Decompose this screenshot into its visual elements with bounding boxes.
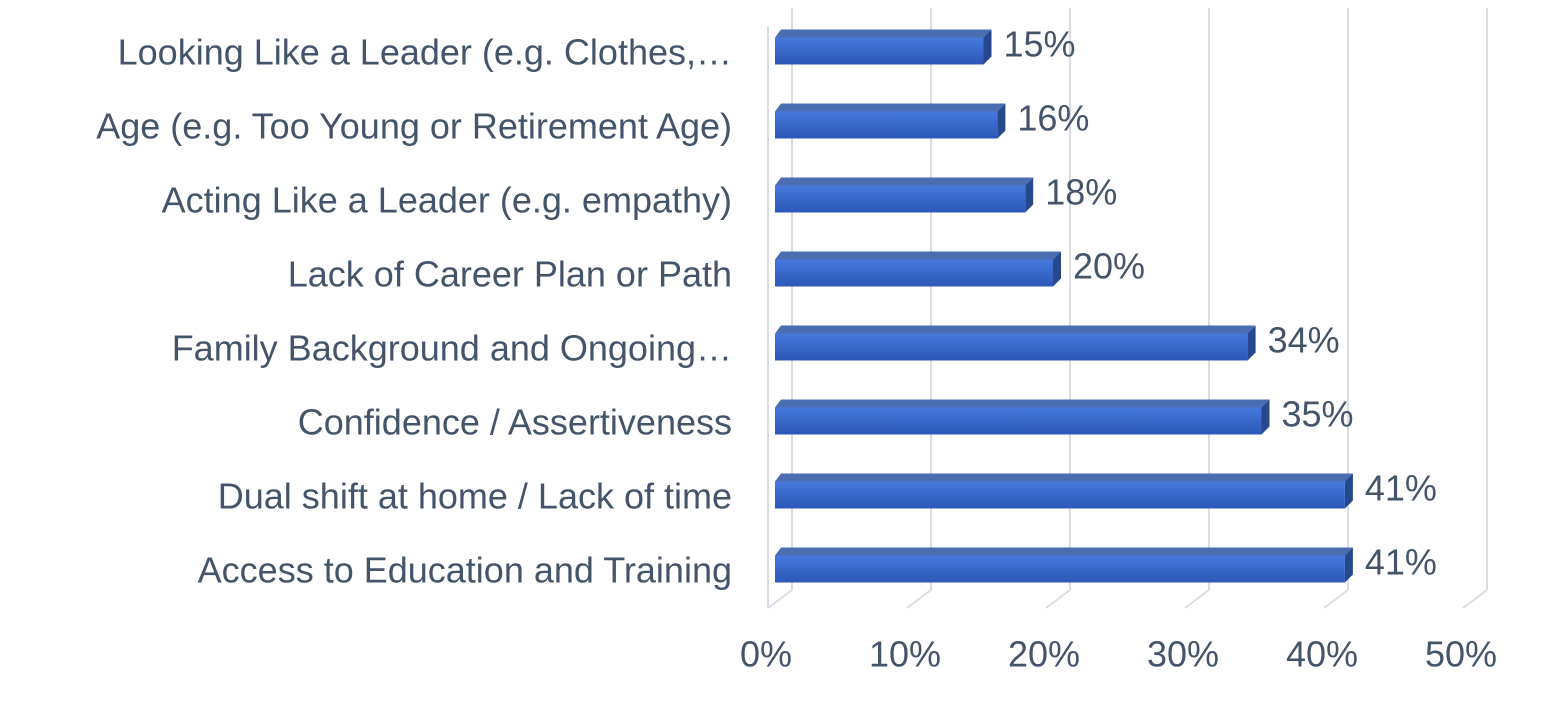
floor-grid-line (1184, 589, 1210, 609)
bar-top (775, 325, 1256, 334)
bar-top (775, 473, 1353, 482)
x-tick-label: 0% (740, 634, 792, 675)
floor-grid-line (767, 589, 793, 609)
bar-side (1261, 399, 1270, 435)
floor-grid-line (1462, 589, 1488, 609)
category-label: Family Background and Ongoing… (172, 328, 732, 369)
bar (775, 481, 1345, 509)
bar-top (775, 547, 1353, 556)
category-label: Confidence / Assertiveness (298, 402, 732, 443)
bar-side (1344, 547, 1353, 583)
x-tick-label: 30% (1147, 634, 1219, 675)
bar-side (997, 103, 1006, 139)
bar-top (775, 399, 1270, 408)
bar-top (775, 251, 1061, 260)
bar (775, 37, 984, 65)
bar (775, 407, 1262, 435)
bar-top (775, 103, 1006, 112)
bar-side (983, 29, 992, 65)
x-tick-label: 40% (1286, 634, 1358, 675)
category-label: Age (e.g. Too Young or Retirement Age) (96, 106, 732, 147)
x-tick-label: 10% (869, 634, 941, 675)
value-label: 41% (1365, 542, 1437, 583)
value-label: 41% (1365, 468, 1437, 509)
x-tick-label: 50% (1425, 634, 1497, 675)
bar-side (1025, 177, 1034, 213)
floor-grid-line (1323, 589, 1349, 609)
bar (775, 111, 998, 139)
x-tick-label: 20% (1008, 634, 1080, 675)
bar-top (775, 177, 1034, 186)
category-label: Acting Like a Leader (e.g. empathy) (162, 180, 732, 221)
category-label: Looking Like a Leader (e.g. Clothes,… (118, 32, 732, 73)
bar-top (775, 29, 992, 38)
floor-grid-line (1045, 589, 1071, 609)
bar-side (1247, 325, 1256, 361)
bar (775, 333, 1248, 361)
floor-grid-line (906, 589, 932, 609)
bar (775, 555, 1345, 583)
category-label: Dual shift at home / Lack of time (218, 476, 732, 517)
category-label: Access to Education and Training (198, 550, 732, 591)
value-label: 35% (1282, 394, 1354, 435)
category-label: Lack of Career Plan or Path (288, 254, 732, 295)
bar-side (1344, 473, 1353, 509)
value-label: 34% (1268, 320, 1340, 361)
bar-side (1053, 251, 1061, 287)
bar (775, 185, 1026, 213)
bar (775, 259, 1053, 287)
value-label: 18% (1045, 172, 1117, 213)
value-label: 15% (1004, 24, 1076, 65)
value-label: 20% (1073, 246, 1145, 287)
value-label: 16% (1017, 98, 1089, 139)
